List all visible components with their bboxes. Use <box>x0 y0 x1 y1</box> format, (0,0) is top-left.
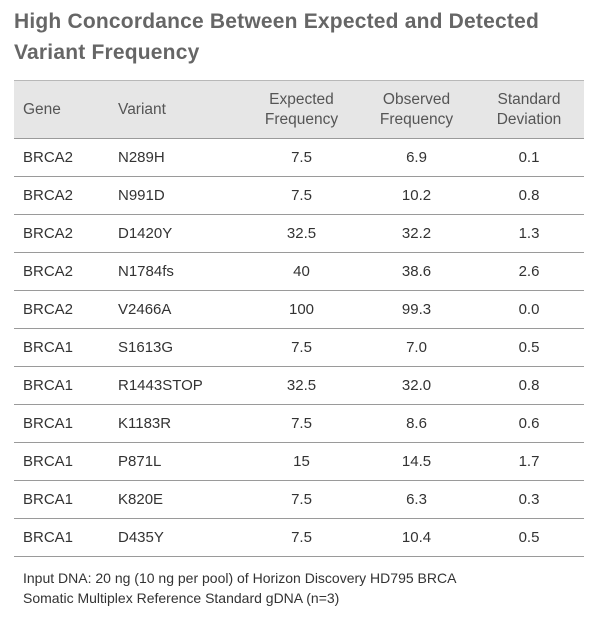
cell-observed: 6.9 <box>406 148 427 166</box>
header-expected-line-1: Expected <box>269 90 334 108</box>
title-line-1: High Concordance Between Expected and De… <box>14 10 539 33</box>
cell-expected: 7.5 <box>291 528 312 546</box>
cell-observed: 7.0 <box>406 338 427 356</box>
cell-gene: BRCA1 <box>23 528 74 546</box>
header-gene: Gene <box>23 100 61 118</box>
table-row: BRCA1 D435Y 7.5 10.4 0.5 <box>14 519 584 557</box>
table-row: BRCA2 N289H 7.5 6.9 0.1 <box>14 139 584 177</box>
cell-expected: 32.5 <box>286 376 317 394</box>
header-observed-frequency: Observed Frequency <box>359 90 474 130</box>
table-row: BRCA2 N1784fs 40 38.6 2.6 <box>14 253 584 291</box>
cell-sd: 1.3 <box>518 224 540 242</box>
frequency-table: Gene Variant Expected Frequency Observed… <box>14 80 584 617</box>
table-row: BRCA1 S1613G 7.5 7.0 0.5 <box>14 329 584 367</box>
cell-observed: 99.3 <box>401 300 432 318</box>
cell-gene: BRCA2 <box>23 148 74 166</box>
cell-sd: 0.6 <box>518 414 540 432</box>
cell-variant: K1183R <box>118 414 172 432</box>
cell-gene: BRCA1 <box>23 338 74 356</box>
cell-variant: P871L <box>118 452 162 470</box>
cell-expected: 32.5 <box>286 224 317 242</box>
table-footnote: Input DNA: 20 ng (10 ng per pool) of Hor… <box>14 557 584 617</box>
cell-expected: 7.5 <box>291 490 312 508</box>
cell-variant: N289H <box>118 148 165 166</box>
cell-observed: 32.2 <box>401 224 432 242</box>
cell-variant: V2466A <box>118 300 172 318</box>
table-body: BRCA2 N289H 7.5 6.9 0.1 BRCA2 N991D 7.5 … <box>14 139 584 557</box>
cell-gene: BRCA1 <box>23 414 74 432</box>
table-row: BRCA1 P871L 15 14.5 1.7 <box>14 443 584 481</box>
cell-sd: 0.1 <box>518 148 540 166</box>
header-observed-line-1: Observed <box>382 90 451 108</box>
cell-sd: 0.3 <box>518 490 540 508</box>
cell-sd: 0.8 <box>518 186 540 204</box>
cell-expected: 7.5 <box>291 414 312 432</box>
table-row: BRCA1 K1183R 7.5 8.6 0.6 <box>14 405 584 443</box>
footnote-line-1: Input DNA: 20 ng (10 ng per pool) of Hor… <box>23 570 457 586</box>
cell-variant: R1443STOP <box>118 376 203 394</box>
cell-observed: 14.5 <box>401 452 432 470</box>
header-observed-line-2: Frequency <box>379 110 454 128</box>
cell-variant: N1784fs <box>118 262 174 280</box>
table-row: BRCA1 R1443STOP 32.5 32.0 0.8 <box>14 367 584 405</box>
cell-observed: 6.3 <box>406 490 427 508</box>
cell-expected: 40 <box>293 262 310 280</box>
header-expected-line-2: Frequency <box>264 110 339 128</box>
cell-variant: D435Y <box>118 528 164 546</box>
cell-sd: 0.5 <box>518 338 540 356</box>
cell-gene: BRCA2 <box>23 186 74 204</box>
cell-expected: 15 <box>293 452 310 470</box>
cell-sd: 0.5 <box>518 528 540 546</box>
table-header-row: Gene Variant Expected Frequency Observed… <box>14 81 584 139</box>
cell-gene: BRCA2 <box>23 300 74 318</box>
cell-expected: 7.5 <box>291 148 312 166</box>
footnote-line-2: Somatic Multiplex Reference Standard gDN… <box>23 590 340 606</box>
table-row: BRCA2 V2466A 100 99.3 0.0 <box>14 291 584 329</box>
cell-expected: 7.5 <box>291 186 312 204</box>
cell-variant: S1613G <box>118 338 174 356</box>
cell-expected: 7.5 <box>291 338 312 356</box>
cell-variant: K820E <box>118 490 164 508</box>
cell-observed: 32.0 <box>401 376 432 394</box>
header-variant: Variant <box>118 100 166 118</box>
cell-observed: 10.4 <box>401 528 432 546</box>
cell-sd: 2.6 <box>518 262 540 280</box>
cell-gene: BRCA1 <box>23 452 74 470</box>
cell-observed: 8.6 <box>406 414 427 432</box>
header-expected-frequency: Expected Frequency <box>244 90 359 130</box>
page-title: High Concordance Between Expected and De… <box>14 6 584 68</box>
cell-expected: 100 <box>288 300 315 318</box>
cell-variant: D1420Y <box>118 224 173 242</box>
cell-observed: 10.2 <box>401 186 432 204</box>
header-sd-line-1: Standard <box>497 90 561 108</box>
title-line-2: Variant Frequency <box>14 41 200 64</box>
cell-sd: 0.8 <box>518 376 540 394</box>
cell-gene: BRCA2 <box>23 224 74 242</box>
table-row: BRCA1 K820E 7.5 6.3 0.3 <box>14 481 584 519</box>
header-standard-deviation: Standard Deviation <box>474 90 584 130</box>
cell-sd: 1.7 <box>518 452 540 470</box>
cell-sd: 0.0 <box>518 300 540 318</box>
cell-gene: BRCA2 <box>23 262 74 280</box>
table-row: BRCA2 N991D 7.5 10.2 0.8 <box>14 177 584 215</box>
table-row: BRCA2 D1420Y 32.5 32.2 1.3 <box>14 215 584 253</box>
cell-gene: BRCA1 <box>23 376 74 394</box>
cell-observed: 38.6 <box>401 262 432 280</box>
cell-gene: BRCA1 <box>23 490 74 508</box>
cell-variant: N991D <box>118 186 165 204</box>
header-sd-line-2: Deviation <box>496 110 562 128</box>
